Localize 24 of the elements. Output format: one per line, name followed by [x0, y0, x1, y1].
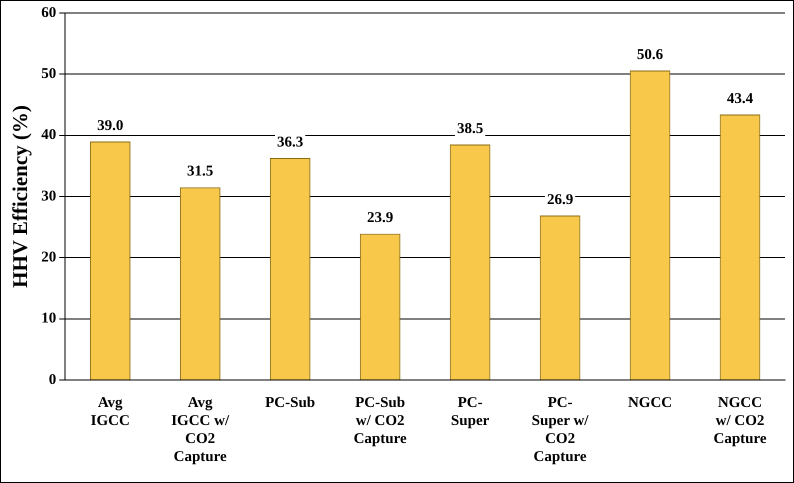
data-label: 50.6 — [636, 46, 664, 63]
y-tick-label: 20 — [41, 250, 56, 266]
y-tick-label: 40 — [41, 127, 56, 144]
x-tick-label: PC-Sub w/ CO2 Capture — [354, 394, 407, 447]
y-tick-label: 60 — [41, 4, 56, 21]
y-tick-label: 10 — [41, 310, 56, 327]
data-label: 26.9 — [546, 192, 574, 208]
data-label: 23.9 — [366, 210, 394, 226]
x-tick-label: PC-Sub — [265, 394, 316, 411]
y-tick-label: 50 — [41, 66, 56, 82]
y-tick-label: 0 — [48, 372, 56, 388]
data-label: 36.3 — [277, 134, 304, 150]
y-axis-title: HHV Efficiency (%) — [8, 105, 32, 288]
x-tick-label: NGCC w/ CO2 Capture — [713, 394, 767, 447]
x-tick-label: Avg IGCC w/ CO2 Capture — [171, 394, 230, 465]
x-tick-label: PC- Super w/ CO2 Capture — [532, 394, 590, 465]
x-tick-label: NGCC — [628, 394, 672, 411]
data-label: 39.0 — [97, 118, 124, 134]
data-label: 43.4 — [726, 90, 754, 107]
y-tick-label: 30 — [41, 188, 56, 204]
x-tick-label: Avg IGCC — [90, 394, 130, 429]
x-tick-label: PC- Super — [450, 394, 490, 429]
data-label: 38.5 — [456, 120, 484, 137]
data-label: 31.5 — [187, 164, 214, 180]
